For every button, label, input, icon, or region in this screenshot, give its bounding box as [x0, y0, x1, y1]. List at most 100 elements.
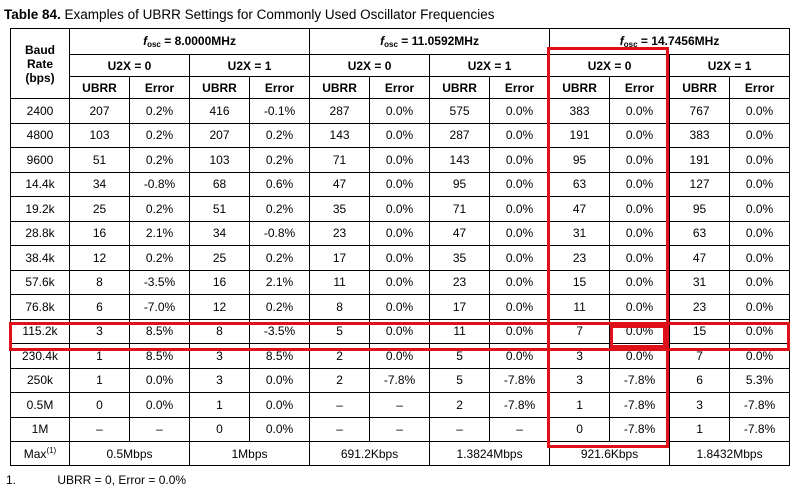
u2x-header: U2X = 1 [429, 54, 551, 77]
ubrr-value-cell: 8 [309, 294, 371, 320]
ubrr-value-cell: 15 [549, 269, 611, 295]
error-value-cell: 0.0% [729, 98, 791, 124]
error-value-cell: 0.0% [609, 269, 671, 295]
frequency-header-14mhz: fosc = 14.7456MHz [549, 28, 791, 55]
max-rate-cell: 0.5Mbps [69, 441, 190, 466]
error-value-cell: – [369, 392, 431, 418]
error-value-cell: 0.2% [129, 196, 190, 222]
error-value-cell: 0.2% [129, 98, 190, 124]
error-value-cell: -0.8% [248, 220, 311, 246]
error-value-cell: 0.0% [489, 294, 551, 320]
ubrr-value-cell: 35 [429, 245, 491, 271]
baud-rate-cell: 28.8k [10, 220, 70, 246]
error-value-cell: 0.2% [129, 147, 190, 173]
table-row: 115.2k 3 8.5% 8 -3.5% 5 0.0% 11 0.0% 7 0.0% 15 0.0% [10, 318, 791, 344]
max-rate-cell: 1.3824Mbps [429, 441, 551, 466]
error-value-cell: 0.0% [609, 171, 671, 197]
table-row: 9600 51 0.2% 103 0.2% 71 0.0% 143 0.0% 95 0.0% 191 0… [10, 147, 791, 173]
ubrr-value-cell: 287 [429, 122, 491, 148]
u2x-header: U2X = 0 [549, 54, 671, 77]
error-value-cell: -0.1% [248, 98, 311, 124]
error-value-cell: -7.0% [129, 294, 190, 320]
error-value-cell: 0.0% [609, 245, 671, 271]
error-value-cell: 0.0% [729, 318, 791, 344]
error-value-cell: 0.0% [729, 269, 791, 295]
ubrr-value-cell: 8 [69, 269, 130, 295]
frequency-header-8mhz: fosc = 8.0000MHz [68, 28, 311, 55]
ubrr-value-cell: 191 [549, 122, 611, 148]
error-value-cell: 0.0% [129, 392, 190, 418]
ubrr-value-cell: 416 [189, 98, 250, 124]
ubrr-value-cell: – [429, 416, 491, 442]
ubrr-value-cell: 11 [429, 318, 491, 344]
max-rate-cell: 1.8432Mbps [669, 441, 791, 466]
error-value-cell: -7.8% [489, 367, 551, 393]
baud-rate-header-line: (bps) [25, 70, 55, 85]
baud-rate-header-line: Baud [25, 42, 55, 57]
table-row: 1M – –0 0.0% – – – –0 -7.8% 1 -7.8% [10, 416, 791, 442]
error-value-cell: 0.0% [729, 245, 791, 271]
error-value-cell: 0.0% [609, 318, 671, 344]
baud-rate-cell: 14.4k [10, 171, 70, 197]
baud-rate-cell: 38.4k [10, 245, 70, 271]
ubrr-value-cell: 95 [549, 147, 611, 173]
ubrr-value-cell: 15 [669, 318, 731, 344]
max-rate-row: Max(1) 0.5Mbps 1Mbps 691.2Kbps 1.3824Mbps 921… [10, 441, 791, 466]
max-rate-cell: 1Mbps [188, 441, 311, 466]
ubrr-value-cell: 1 [189, 392, 250, 418]
baud-rate-cell: 230.4k [10, 343, 70, 369]
error-value-cell: 0.2% [248, 147, 311, 173]
error-value-cell: 0.0% [369, 98, 431, 124]
ubrr-value-cell: 7 [549, 318, 611, 344]
ubrr-value-cell: 287 [309, 98, 371, 124]
error-value-cell: 0.0% [609, 220, 671, 246]
frequency-header-11mhz: fosc = 11.0592MHz [309, 28, 551, 55]
ubrr-value-cell: 51 [189, 196, 250, 222]
ubrr-value-cell: 143 [309, 122, 371, 148]
error-value-cell: 0.2% [248, 196, 311, 222]
fosc-symbol: f [143, 34, 148, 48]
error-column-header: Error [729, 76, 791, 99]
error-value-cell: 8.5% [129, 343, 190, 369]
ubrr-value-cell: 23 [669, 294, 731, 320]
error-value-cell: 0.2% [129, 245, 190, 271]
ubrr-value-cell: 3 [69, 318, 130, 344]
table-row: 4800 103 0.2% 207 0.2% 143 0.0% 287 0.0% 191 0.0% 3… [10, 122, 791, 148]
ubrr-value-cell: 383 [549, 98, 611, 124]
error-value-cell: 2.1% [129, 220, 190, 246]
ubrr-value-cell: 71 [309, 147, 371, 173]
error-value-cell: -3.5% [129, 269, 190, 295]
ubrr-value-cell: 7 [669, 343, 731, 369]
ubrr-value-cell: 95 [669, 196, 731, 222]
fosc-equals: = [160, 34, 175, 48]
fosc-subscript: osc [147, 40, 161, 49]
ubrr-value-cell: 63 [669, 220, 731, 246]
ubrr-value-cell: 51 [69, 147, 130, 173]
baud-rate-cell: 76.8k [10, 294, 70, 320]
ubrr-value-cell: – [69, 416, 130, 442]
footnote: 1. UBRR = 0, Error = 0.0% [6, 473, 186, 487]
error-value-cell: 0.6% [248, 171, 311, 197]
ubrr-value-cell: 0 [549, 416, 611, 442]
fosc-subscript: osc [623, 40, 638, 49]
ubrr-value-cell: 1 [69, 343, 130, 369]
ubrr-value-cell: 2 [309, 367, 371, 393]
error-value-cell: 0.0% [369, 343, 431, 369]
error-value-cell: 0.0% [489, 98, 551, 124]
ubrr-value-cell: 103 [189, 147, 250, 173]
error-value-cell: 0.0% [489, 196, 551, 222]
error-value-cell: 0.2% [248, 122, 311, 148]
error-value-cell: 0.0% [369, 171, 431, 197]
error-value-cell: -7.8% [729, 416, 791, 442]
baud-rate-cell: 250k [10, 367, 70, 393]
baud-rate-cell: 0.5M [10, 392, 70, 418]
ubrr-column-header: UBRR [69, 76, 130, 99]
ubrr-value-cell: 71 [429, 196, 491, 222]
error-value-cell: 0.0% [729, 294, 791, 320]
error-value-cell: – [489, 416, 551, 442]
ubrr-value-cell: 34 [189, 220, 250, 246]
u2x-header: U2X = 0 [69, 54, 190, 77]
error-value-cell: 0.0% [369, 245, 431, 271]
ubrr-value-cell: 34 [69, 171, 130, 197]
baud-rate-header: Baud Rate (bps) [10, 28, 70, 99]
